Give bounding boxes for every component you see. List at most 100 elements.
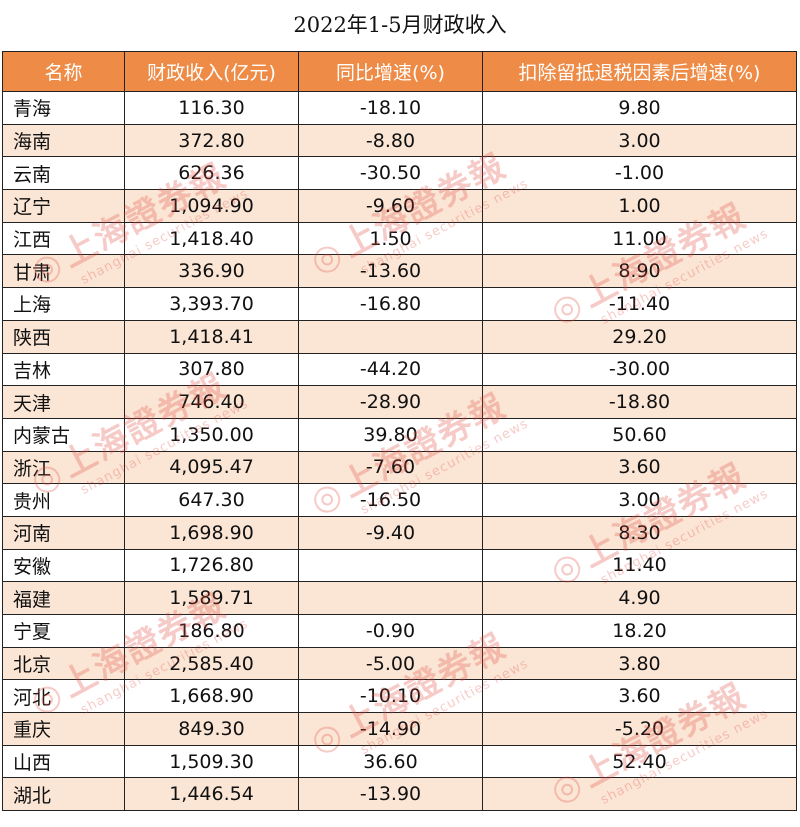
cell-revenue: 1,726.80 xyxy=(124,548,299,583)
cell-yoy-growth: -30.50 xyxy=(298,156,483,191)
table-row: 云南 626.36 -30.50 -1.00 xyxy=(2,156,797,191)
cell-adjusted-growth xyxy=(482,777,797,812)
table-row: 吉林 307.80 -44.20 -30.00 xyxy=(2,352,797,387)
cell-yoy-growth: -8.80 xyxy=(298,123,483,158)
cell-revenue: 186.80 xyxy=(124,614,299,648)
cell-yoy-growth: -28.90 xyxy=(298,385,483,419)
cell-adjusted-growth: 3.80 xyxy=(482,646,797,681)
cell-revenue: 2,585.40 xyxy=(124,646,299,681)
cell-revenue: 1,350.00 xyxy=(124,417,299,452)
cell-yoy-growth: -9.40 xyxy=(298,515,483,550)
cell-name: 吉林 xyxy=(2,352,125,387)
cell-adjusted-growth: 8.30 xyxy=(482,515,797,550)
cell-revenue: 3,393.70 xyxy=(124,287,299,321)
cell-adjusted-growth: -18.80 xyxy=(482,385,797,419)
cell-yoy-growth: -9.60 xyxy=(298,189,483,223)
cell-yoy-growth: -16.50 xyxy=(298,483,483,517)
table-row: 江西 1,418.40 1.50 11.00 xyxy=(2,221,797,256)
cell-name: 云南 xyxy=(2,156,125,191)
table-title: 2022年1-5月财政收入 xyxy=(293,13,507,37)
table-row: 安徽 1,726.80 11.40 xyxy=(2,548,797,583)
cell-adjusted-growth: 3.60 xyxy=(482,450,797,485)
cell-revenue: 116.30 xyxy=(124,91,299,125)
cell-name: 甘肃 xyxy=(2,254,125,289)
table-row: 福建 1,589.71 4.90 xyxy=(2,581,797,615)
cell-revenue: 1,418.40 xyxy=(124,221,299,256)
table-row: 山西 1,509.30 36.60 52.40 xyxy=(2,744,797,779)
table-row: 河南 1,698.90 -9.40 8.30 xyxy=(2,515,797,550)
cell-revenue: 1,446.54 xyxy=(124,777,299,812)
cell-yoy-growth xyxy=(298,548,483,583)
table-row: 青海 116.30 -18.10 9.80 xyxy=(2,91,797,125)
cell-name: 福建 xyxy=(2,581,125,615)
table-row: 湖北 1,446.54 -13.90 xyxy=(2,777,797,812)
cell-yoy-growth: -7.60 xyxy=(298,450,483,485)
cell-yoy-growth: -16.80 xyxy=(298,287,483,321)
cell-yoy-growth: 1.50 xyxy=(298,221,483,256)
cell-adjusted-growth: 3.00 xyxy=(482,123,797,158)
cell-revenue: 4,095.47 xyxy=(124,450,299,485)
cell-adjusted-growth: -30.00 xyxy=(482,352,797,387)
cell-revenue: 1,698.90 xyxy=(124,515,299,550)
cell-revenue: 626.36 xyxy=(124,156,299,191)
table-row: 陕西 1,418.41 29.20 xyxy=(2,319,797,354)
cell-yoy-growth xyxy=(298,581,483,615)
table-row: 天津 746.40 -28.90 -18.80 xyxy=(2,385,797,419)
cell-yoy-growth: -10.10 xyxy=(298,679,483,714)
cell-name: 重庆 xyxy=(2,712,125,746)
cell-name: 天津 xyxy=(2,385,125,419)
cell-revenue: 647.30 xyxy=(124,483,299,517)
cell-name: 江西 xyxy=(2,221,125,256)
cell-revenue: 336.90 xyxy=(124,254,299,289)
cell-revenue: 307.80 xyxy=(124,352,299,387)
header-row: 名称 财政收入(亿元) 同比增速(%) 扣除留抵退税因素后增速(%) xyxy=(2,51,797,92)
cell-name: 湖北 xyxy=(2,777,125,812)
cell-adjusted-growth: 1.00 xyxy=(482,189,797,223)
column-header-adjusted-growth: 扣除留抵退税因素后增速(%) xyxy=(482,51,797,92)
table-row: 辽宁 1,094.90 -9.60 1.00 xyxy=(2,189,797,223)
cell-yoy-growth: -14.90 xyxy=(298,712,483,746)
cell-yoy-growth: 36.60 xyxy=(298,744,483,779)
cell-name: 浙江 xyxy=(2,450,125,485)
cell-name: 北京 xyxy=(2,646,125,681)
cell-yoy-growth: -13.60 xyxy=(298,254,483,289)
cell-revenue: 1,589.71 xyxy=(124,581,299,615)
cell-revenue: 372.80 xyxy=(124,123,299,158)
cell-yoy-growth xyxy=(298,319,483,354)
cell-adjusted-growth: -11.40 xyxy=(482,287,797,321)
cell-adjusted-growth: 50.60 xyxy=(482,417,797,452)
cell-adjusted-growth: -1.00 xyxy=(482,156,797,191)
cell-name: 河北 xyxy=(2,679,125,714)
cell-yoy-growth: -0.90 xyxy=(298,614,483,648)
cell-name: 青海 xyxy=(2,91,125,125)
table-row: 上海 3,393.70 -16.80 -11.40 xyxy=(2,287,797,321)
cell-adjusted-growth: 8.90 xyxy=(482,254,797,289)
cell-yoy-growth: -44.20 xyxy=(298,352,483,387)
table-row: 内蒙古 1,350.00 39.80 50.60 xyxy=(2,417,797,452)
column-header-revenue: 财政收入(亿元) xyxy=(124,51,299,92)
cell-adjusted-growth: 4.90 xyxy=(482,581,797,615)
cell-yoy-growth: -18.10 xyxy=(298,91,483,125)
cell-name: 海南 xyxy=(2,123,125,158)
cell-adjusted-growth: -5.20 xyxy=(482,712,797,746)
cell-yoy-growth: -5.00 xyxy=(298,646,483,681)
table-row: 海南 372.80 -8.80 3.00 xyxy=(2,123,797,158)
table-row: 北京 2,585.40 -5.00 3.80 xyxy=(2,646,797,681)
cell-name: 辽宁 xyxy=(2,189,125,223)
column-header-yoy-growth: 同比增速(%) xyxy=(298,51,483,92)
cell-adjusted-growth: 29.20 xyxy=(482,319,797,354)
cell-revenue: 1,418.41 xyxy=(124,319,299,354)
cell-revenue: 849.30 xyxy=(124,712,299,746)
cell-yoy-growth: -13.90 xyxy=(298,777,483,812)
cell-adjusted-growth: 3.60 xyxy=(482,679,797,714)
cell-yoy-growth: 39.80 xyxy=(298,417,483,452)
cell-adjusted-growth: 52.40 xyxy=(482,744,797,779)
table-row: 甘肃 336.90 -13.60 8.90 xyxy=(2,254,797,289)
fiscal-revenue-table: 名称 财政收入(亿元) 同比增速(%) 扣除留抵退税因素后增速(%) 青海 116… xyxy=(2,51,797,812)
column-header-name: 名称 xyxy=(2,51,125,92)
table-row: 宁夏 186.80 -0.90 18.20 xyxy=(2,614,797,648)
cell-adjusted-growth: 3.00 xyxy=(482,483,797,517)
cell-name: 河南 xyxy=(2,515,125,550)
cell-adjusted-growth: 11.40 xyxy=(482,548,797,583)
table-row: 贵州 647.30 -16.50 3.00 xyxy=(2,483,797,517)
